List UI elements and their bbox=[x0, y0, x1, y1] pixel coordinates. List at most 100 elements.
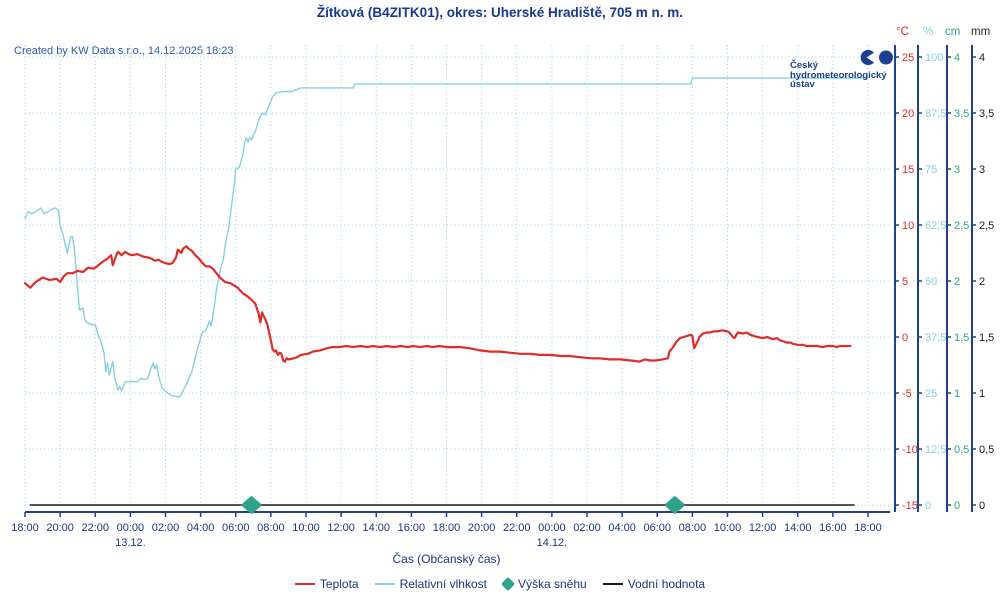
humidity-line bbox=[24, 77, 869, 398]
y-tick-label: -5 bbox=[902, 388, 912, 400]
legend-item-snow-depth: Výška sněhu bbox=[500, 576, 587, 592]
y-tick-label: 1 bbox=[954, 388, 960, 400]
x-tick-label: 22:00 bbox=[81, 522, 109, 534]
x-tick-label: 02:00 bbox=[573, 522, 601, 534]
x-tick-label: 16:00 bbox=[819, 522, 847, 534]
x-tick-label: 08:00 bbox=[679, 522, 707, 534]
logo-line-3: ústav bbox=[790, 79, 815, 90]
y-tick-label: 0 bbox=[979, 500, 985, 512]
y-tick-label: 62,5 bbox=[925, 220, 946, 232]
y-axis-cm: cm 4 3,5 3 2,5 2 1,5 1 0,5 0 bbox=[945, 26, 969, 512]
legend-label-temperature: Teplota bbox=[319, 577, 359, 591]
x-tick-label: 00:00 bbox=[538, 522, 566, 534]
y-axis-mm: mm 4 3,5 3 2,5 2 1,5 1 0,5 0 bbox=[971, 26, 994, 512]
y-tick-label: 37,5 bbox=[925, 332, 946, 344]
y-axis-unit: °C bbox=[896, 26, 909, 38]
y-tick-label: 0 bbox=[954, 500, 960, 512]
y-tick-label: 100 bbox=[925, 52, 943, 64]
x-tick-label: 10:00 bbox=[292, 522, 320, 534]
x-tick-label: 10:00 bbox=[714, 522, 742, 534]
x-tick-label: 18:00 bbox=[433, 522, 461, 534]
x-axis: 18:00 20:00 22:00 00:00 02:00 04:00 06:00 08:00… bbox=[11, 511, 890, 549]
y-tick-label: -15 bbox=[902, 500, 918, 512]
y-tick-label: -10 bbox=[902, 444, 918, 456]
x-tick-label: 02:00 bbox=[152, 522, 180, 534]
y-tick-label: 75 bbox=[925, 164, 937, 176]
x-tick-label: 06:00 bbox=[222, 522, 250, 534]
y-axis-unit: % bbox=[923, 26, 933, 38]
temperature-line bbox=[23, 245, 852, 363]
y-tick-label: 12,5 bbox=[925, 444, 946, 456]
y-tick-label: 3 bbox=[954, 164, 960, 176]
y-tick-label: 50 bbox=[925, 276, 937, 288]
x-date-label: 13.12. bbox=[115, 537, 146, 549]
y-tick-label: 25 bbox=[925, 388, 937, 400]
x-tick-label: 14:00 bbox=[362, 522, 390, 534]
y-tick-label: 20 bbox=[902, 108, 914, 120]
temperature-line-icon bbox=[294, 583, 315, 585]
chmi-logo-icon bbox=[860, 49, 893, 66]
x-axis-title: Čas (Občanský čas) bbox=[392, 552, 501, 566]
snow-depth-markers bbox=[241, 496, 685, 514]
x-tick-label: 18:00 bbox=[854, 522, 882, 534]
snow-diamond-icon bbox=[500, 576, 516, 592]
legend-item-temperature: Teplota bbox=[294, 577, 359, 591]
legend-label-snow-depth: Výška sněhu bbox=[517, 577, 587, 591]
y-tick-label: 2 bbox=[954, 276, 960, 288]
x-tick-label: 04:00 bbox=[187, 522, 215, 534]
x-tick-label: 04:00 bbox=[608, 522, 636, 534]
x-tick-label: 20:00 bbox=[46, 522, 74, 534]
x-tick-label: 00:00 bbox=[117, 522, 145, 534]
y-tick-label: 0,5 bbox=[954, 444, 969, 456]
y-tick-label: 0,5 bbox=[979, 444, 994, 456]
y-tick-label: 2,5 bbox=[954, 220, 969, 232]
y-axis-unit: mm bbox=[971, 26, 990, 38]
x-tick-label: 08:00 bbox=[257, 522, 285, 534]
y-tick-label: 1 bbox=[979, 388, 985, 400]
logo-line-1: Český bbox=[790, 60, 818, 71]
x-tick-label: 12:00 bbox=[327, 522, 355, 534]
y-tick-label: 25 bbox=[902, 52, 914, 64]
y-axis-C: °C 25 20 15 10 5 0 -5 -10 -15 bbox=[894, 26, 918, 512]
y-tick-label: 10 bbox=[902, 220, 914, 232]
y-tick-label: 5 bbox=[902, 276, 908, 288]
x-tick-label: 16:00 bbox=[398, 522, 426, 534]
x-tick-label: 20:00 bbox=[468, 522, 496, 534]
y-tick-label: 87,5 bbox=[925, 108, 946, 120]
page-title: Žítková (B4ZITK01), okres: Uherské Hradi… bbox=[316, 5, 684, 20]
y-tick-label: 15 bbox=[902, 164, 914, 176]
x-tick-label: 18:00 bbox=[11, 522, 39, 534]
y-tick-label: 0 bbox=[925, 500, 931, 512]
x-tick-label: 14:00 bbox=[784, 522, 812, 534]
chmi-logo-text: Český hydrometeorologický ústav bbox=[790, 61, 887, 90]
x-tick-label: 22:00 bbox=[503, 522, 531, 534]
y-axis-%: % 100 87,5 75 62,5 50 37,5 25 12,5 0 bbox=[917, 26, 946, 512]
y-tick-label: 3 bbox=[979, 164, 985, 176]
y-tick-label: 1,5 bbox=[954, 332, 969, 344]
y-tick-label: 3,5 bbox=[954, 108, 969, 120]
water-value-line-icon bbox=[602, 583, 623, 585]
legend: Teplota Relativní vlhkost Výška sněhu Vo… bbox=[0, 576, 1000, 592]
y-tick-label: 0 bbox=[902, 332, 908, 344]
y-tick-label: 2,5 bbox=[979, 220, 994, 232]
y-tick-label: 4 bbox=[954, 52, 960, 64]
x-tick-label: 12:00 bbox=[749, 522, 777, 534]
x-tick-label: 06:00 bbox=[643, 522, 671, 534]
y-tick-label: 1,5 bbox=[979, 332, 994, 344]
snow-diamond-marker bbox=[241, 496, 262, 514]
grid bbox=[24, 45, 890, 506]
legend-label-water-value: Vodní hodnota bbox=[627, 577, 706, 591]
x-date-label: 14.12. bbox=[537, 537, 568, 549]
y-tick-label: 2 bbox=[979, 276, 985, 288]
legend-label-humidity: Relativní vlhkost bbox=[399, 577, 487, 591]
y-axis-unit: cm bbox=[945, 26, 960, 38]
legend-item-water-value: Vodní hodnota bbox=[602, 577, 706, 591]
humidity-line-icon bbox=[374, 583, 395, 585]
logo-line-2: hydrometeorologický bbox=[790, 69, 887, 81]
created-by-note: Created by KW Data s.r.o., 14.12.2025 18… bbox=[14, 45, 234, 57]
y-tick-label: 3,5 bbox=[979, 108, 994, 120]
y-tick-label: 4 bbox=[979, 52, 985, 64]
legend-item-humidity: Relativní vlhkost bbox=[374, 577, 487, 591]
